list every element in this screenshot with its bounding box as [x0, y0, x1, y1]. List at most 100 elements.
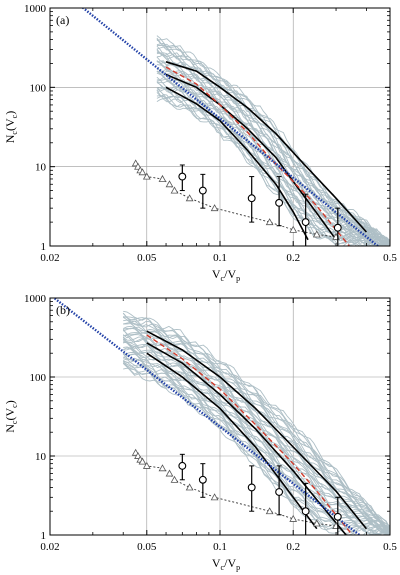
- circle-marker: [301, 507, 310, 516]
- circle-marker: [275, 488, 284, 496]
- simulation-curve: [156, 38, 390, 246]
- circle-marker: [178, 461, 187, 470]
- triangle-marker: [142, 172, 151, 180]
- panel-label: (b): [56, 303, 70, 317]
- triangle-marker: [289, 225, 298, 233]
- band-curve-1: [165, 61, 367, 233]
- triangle-marker: [289, 514, 298, 522]
- circle-point: [275, 465, 284, 516]
- x-tick-label: 0.5: [383, 541, 397, 553]
- simulation-curve: [122, 339, 390, 530]
- triangle-marker: [312, 230, 321, 238]
- circle-point: [198, 173, 207, 209]
- panel-label: (a): [56, 13, 69, 27]
- x-tick-label: 0.02: [40, 252, 59, 264]
- circle-point: [247, 465, 256, 512]
- circle-point: [247, 176, 256, 223]
- triangle-marker: [265, 218, 274, 226]
- simulation-curve: [123, 351, 390, 535]
- triangle-marker: [165, 469, 174, 477]
- triangle-marker: [158, 174, 167, 182]
- y-axis-label: Nc(Vc): [3, 400, 19, 432]
- x-tick-label: 0.02: [40, 541, 59, 553]
- x-tick-label: 0.1: [213, 252, 227, 264]
- triangle-marker: [185, 483, 194, 491]
- simulation-curve: [123, 367, 390, 535]
- circle-point: [178, 453, 187, 481]
- triangle-marker: [265, 507, 274, 515]
- x-tick-label: 0.2: [286, 541, 300, 553]
- panel-b: 0.02 0.05 0.1 0.2 0.5 1 10 100 1000 (b) Vc/Vp Nc(Vc…: [3, 293, 397, 572]
- y-tick-label: 10: [35, 451, 47, 463]
- y-tick-label: 1: [41, 530, 47, 542]
- x-axis-label: Vc/Vp: [212, 556, 240, 572]
- triangle-marker: [142, 461, 151, 469]
- y-tick-label: 1: [41, 241, 47, 253]
- panel-a: 0.02 0.05 0.1 0.2 0.5 1 10 100 1000 (a) Vc/Vp Nc(Vc…: [3, 3, 397, 283]
- simulation-curves: [156, 35, 390, 246]
- simulation-curve: [123, 316, 390, 530]
- band-curve-2: [165, 73, 337, 241]
- circle-marker: [275, 198, 284, 207]
- circle-point: [301, 193, 310, 246]
- simulation-curve: [122, 338, 390, 531]
- triangle-marker: [210, 493, 219, 501]
- circle-point: [275, 176, 284, 227]
- circle-marker: [198, 475, 207, 484]
- simulation-curve: [123, 332, 390, 534]
- plot-area: [52, 298, 390, 535]
- triangle-marker: [165, 180, 174, 188]
- y-tick-label: 1000: [24, 293, 47, 305]
- y-tick-label: 100: [30, 82, 47, 94]
- y-axis-label: Nc(Vc): [3, 111, 19, 143]
- simulation-curve: [156, 51, 390, 244]
- triangle-marker: [158, 464, 167, 472]
- median-curve: [165, 66, 350, 246]
- plot-area: [81, 8, 390, 246]
- simulation-curves: [122, 310, 390, 535]
- simulation-curve: [122, 313, 390, 529]
- simulation-curve: [156, 61, 390, 246]
- band-curve-2: [146, 342, 347, 535]
- x-tick-label: 0.05: [137, 541, 157, 553]
- axes: 0.02 0.05 0.1 0.2 0.5 1 10 100 1000: [24, 293, 397, 553]
- circle-marker: [247, 483, 256, 492]
- band-curve-1: [146, 330, 368, 530]
- simulation-curve: [156, 94, 390, 246]
- x-tick-label: 0.2: [286, 252, 300, 264]
- triangle-marker: [170, 475, 179, 483]
- simulation-curve: [156, 43, 390, 246]
- y-tick-label: 10: [35, 162, 47, 174]
- circle-marker: [333, 512, 342, 521]
- triangle-marker: [138, 168, 147, 176]
- triangle-marker: [185, 194, 194, 202]
- triangle-marker: [210, 204, 219, 212]
- triangle-marker: [170, 186, 179, 194]
- simulation-curve: [122, 340, 390, 530]
- circle-marker: [198, 186, 207, 195]
- axes: 0.02 0.05 0.1 0.2 0.5 1 10 100 1000: [24, 3, 397, 264]
- x-tick-label: 0.5: [383, 252, 397, 264]
- circle-marker: [247, 194, 256, 203]
- triangle-marker: [138, 457, 147, 465]
- simulation-curve: [123, 310, 390, 527]
- circle-point: [301, 482, 310, 535]
- x-tick-label: 0.05: [137, 252, 157, 264]
- circle-marker: [178, 172, 187, 181]
- circle-marker: [333, 223, 342, 232]
- circle-point: [198, 463, 207, 498]
- y-tick-label: 100: [30, 372, 47, 384]
- band-curve-3: [146, 352, 318, 530]
- band-curve-3: [165, 86, 309, 241]
- simulation-curve: [122, 337, 390, 533]
- median-curve: [146, 334, 353, 535]
- power-law-line: [81, 8, 380, 246]
- circle-point: [333, 496, 342, 535]
- y-tick-label: 1000: [24, 3, 47, 15]
- x-tick-label: 0.1: [213, 541, 227, 553]
- triangle-marker: [312, 519, 321, 527]
- x-axis-label: Vc/Vp: [212, 267, 240, 283]
- circle-point: [178, 164, 187, 192]
- simulation-curve: [123, 357, 390, 535]
